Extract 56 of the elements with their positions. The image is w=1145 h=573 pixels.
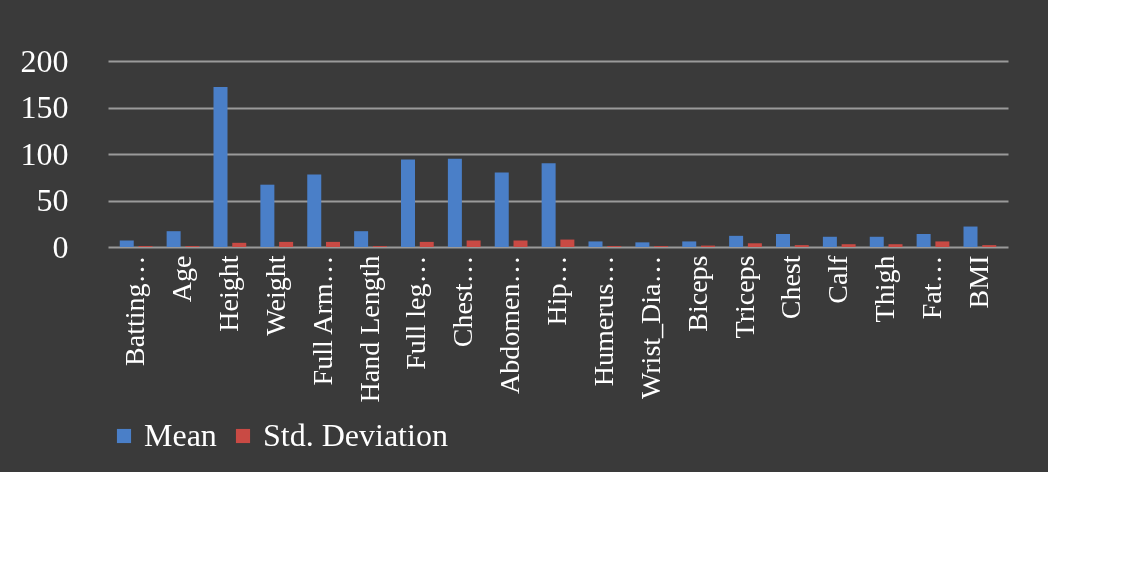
bar [279,241,294,247]
bar [560,239,575,247]
bar [935,241,950,247]
bar [166,231,181,247]
x-tick-label: Batting… [119,255,151,366]
bar [747,243,762,247]
bar [513,240,528,247]
bar [541,163,556,247]
bar [916,233,931,247]
x-tick-label: BMI [962,255,994,309]
bar [354,231,369,247]
x-tick-label: Hip… [541,255,572,326]
y-tick-label: 100 [20,135,69,172]
x-tick-label: Abdomen… [494,255,526,394]
y-tick-label: 200 [20,42,69,79]
bar [213,87,228,247]
x-tick-label: Age [166,255,197,303]
x-tick-label: Weight [259,255,291,336]
x-tick-label: Triceps [728,255,760,339]
y-tick-label: 0 [52,228,69,265]
x-tick-label: Hand Length [353,255,385,403]
bar [588,241,603,247]
y-tick-label: 150 [20,89,69,125]
bar [447,158,462,247]
bar [494,172,509,247]
bar [260,184,275,247]
bar [419,241,434,247]
legend-label: Std. Deviation [263,417,448,453]
bar [963,226,978,247]
x-tick-label: Height [212,255,244,332]
x-tick-label: Thigh [869,255,901,323]
x-tick-label: Wrist_Dia… [634,255,666,400]
x-tick-label: Fat… [916,255,947,320]
bar [776,233,790,247]
bar [869,236,884,247]
x-tick-label: Chest… [447,255,479,348]
bar [888,244,903,247]
x-tick-label: Full Arm… [306,255,338,386]
bar [822,236,837,247]
x-tick-label: Chest [775,255,807,320]
x-tick-label: Calf [822,254,854,304]
bar [119,240,134,247]
bar [841,244,856,247]
x-tick-label: Full leg… [400,255,432,370]
bar [635,242,650,247]
bar [682,241,697,247]
bar [729,235,744,247]
y-tick-label: 50 [36,182,69,218]
x-tick-label: Biceps [681,255,713,332]
bar [466,240,481,247]
bar [326,241,340,247]
x-tick-label: Humerus… [587,255,619,387]
bar [232,242,247,247]
bar [401,159,415,247]
bar [307,174,322,247]
legend-label: Mean [144,417,217,453]
